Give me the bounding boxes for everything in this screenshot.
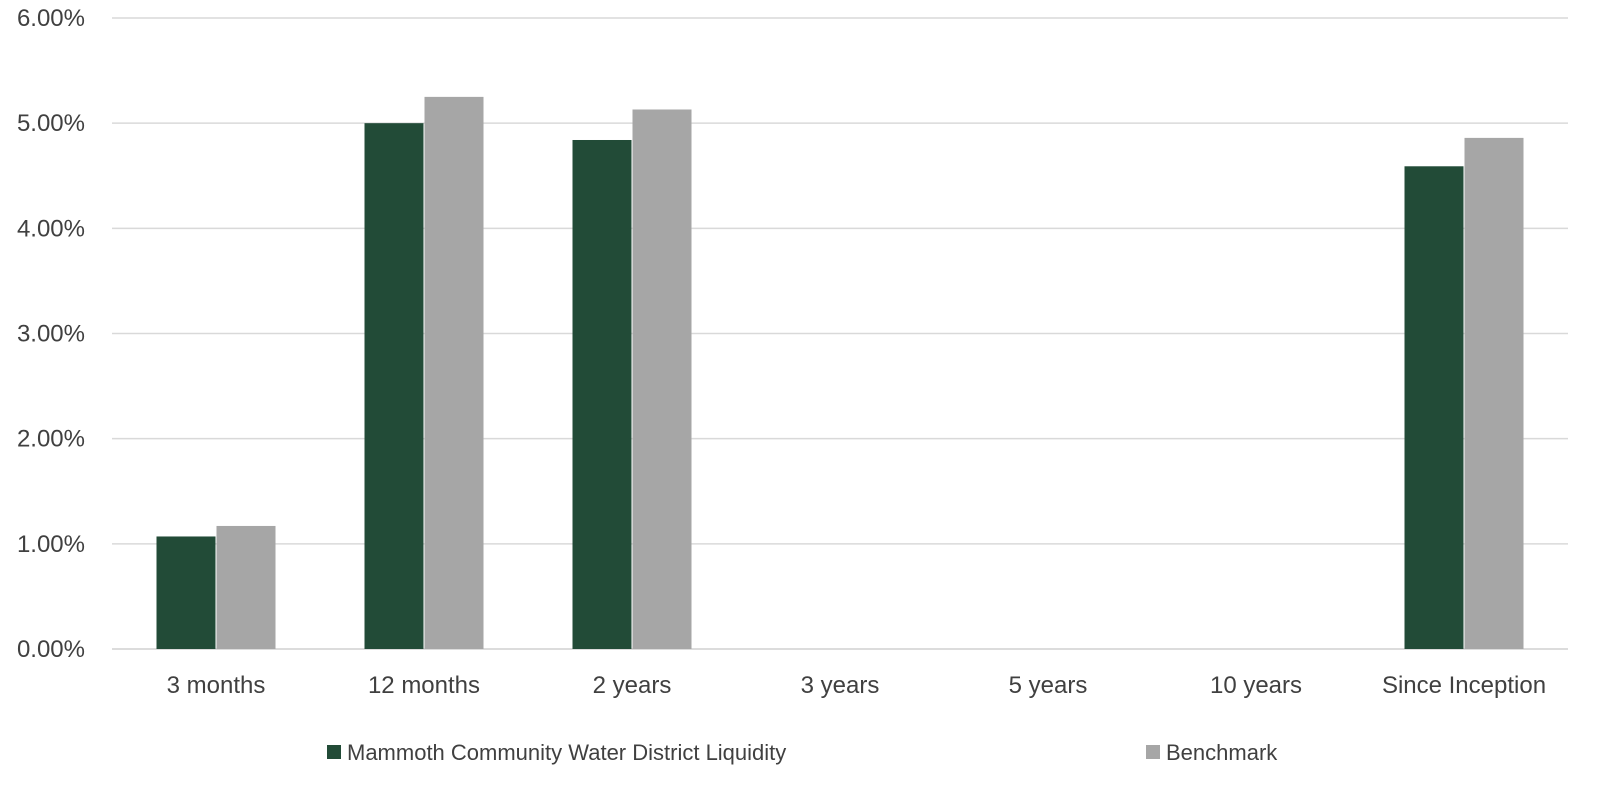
x-tick-label: 3 months <box>167 672 266 699</box>
bar <box>1404 166 1464 649</box>
y-tick-label: 5.00% <box>17 110 85 137</box>
bar <box>364 123 424 649</box>
bar <box>424 96 484 649</box>
y-tick-label: 3.00% <box>17 321 85 348</box>
x-tick-label: Since Inception <box>1382 672 1546 699</box>
y-tick-label: 4.00% <box>17 215 85 242</box>
legend-swatch <box>327 745 341 759</box>
bar <box>216 525 276 649</box>
bars <box>156 96 1524 650</box>
bar <box>632 109 692 650</box>
y-tick-label: 2.00% <box>17 426 85 453</box>
legend-label: Mammoth Community Water District Liquidi… <box>347 740 786 765</box>
y-tick-label: 0.00% <box>17 636 85 663</box>
gridlines <box>112 17 1568 650</box>
y-tick-label: 1.00% <box>17 531 85 558</box>
x-tick-label: 2 years <box>593 672 672 699</box>
legend: Mammoth Community Water District Liquidi… <box>327 740 1278 765</box>
bar <box>1464 137 1524 649</box>
bar <box>572 139 632 649</box>
legend-swatch <box>1146 745 1160 759</box>
bar <box>156 536 216 649</box>
x-tick-label: 5 years <box>1009 672 1088 699</box>
x-axis-tick-labels: 3 months 12 months 2 years 3 years 5 years 10… <box>167 672 1546 699</box>
x-tick-label: 12 months <box>368 672 480 699</box>
x-tick-label: 10 years <box>1210 672 1302 699</box>
y-axis-tick-labels: 0.00% 1.00% 2.00% 3.00% 4.00% 5.00% 6.00% <box>17 5 85 663</box>
y-tick-label: 6.00% <box>17 5 85 32</box>
legend-label: Benchmark <box>1166 740 1278 765</box>
x-tick-label: 3 years <box>801 672 880 699</box>
